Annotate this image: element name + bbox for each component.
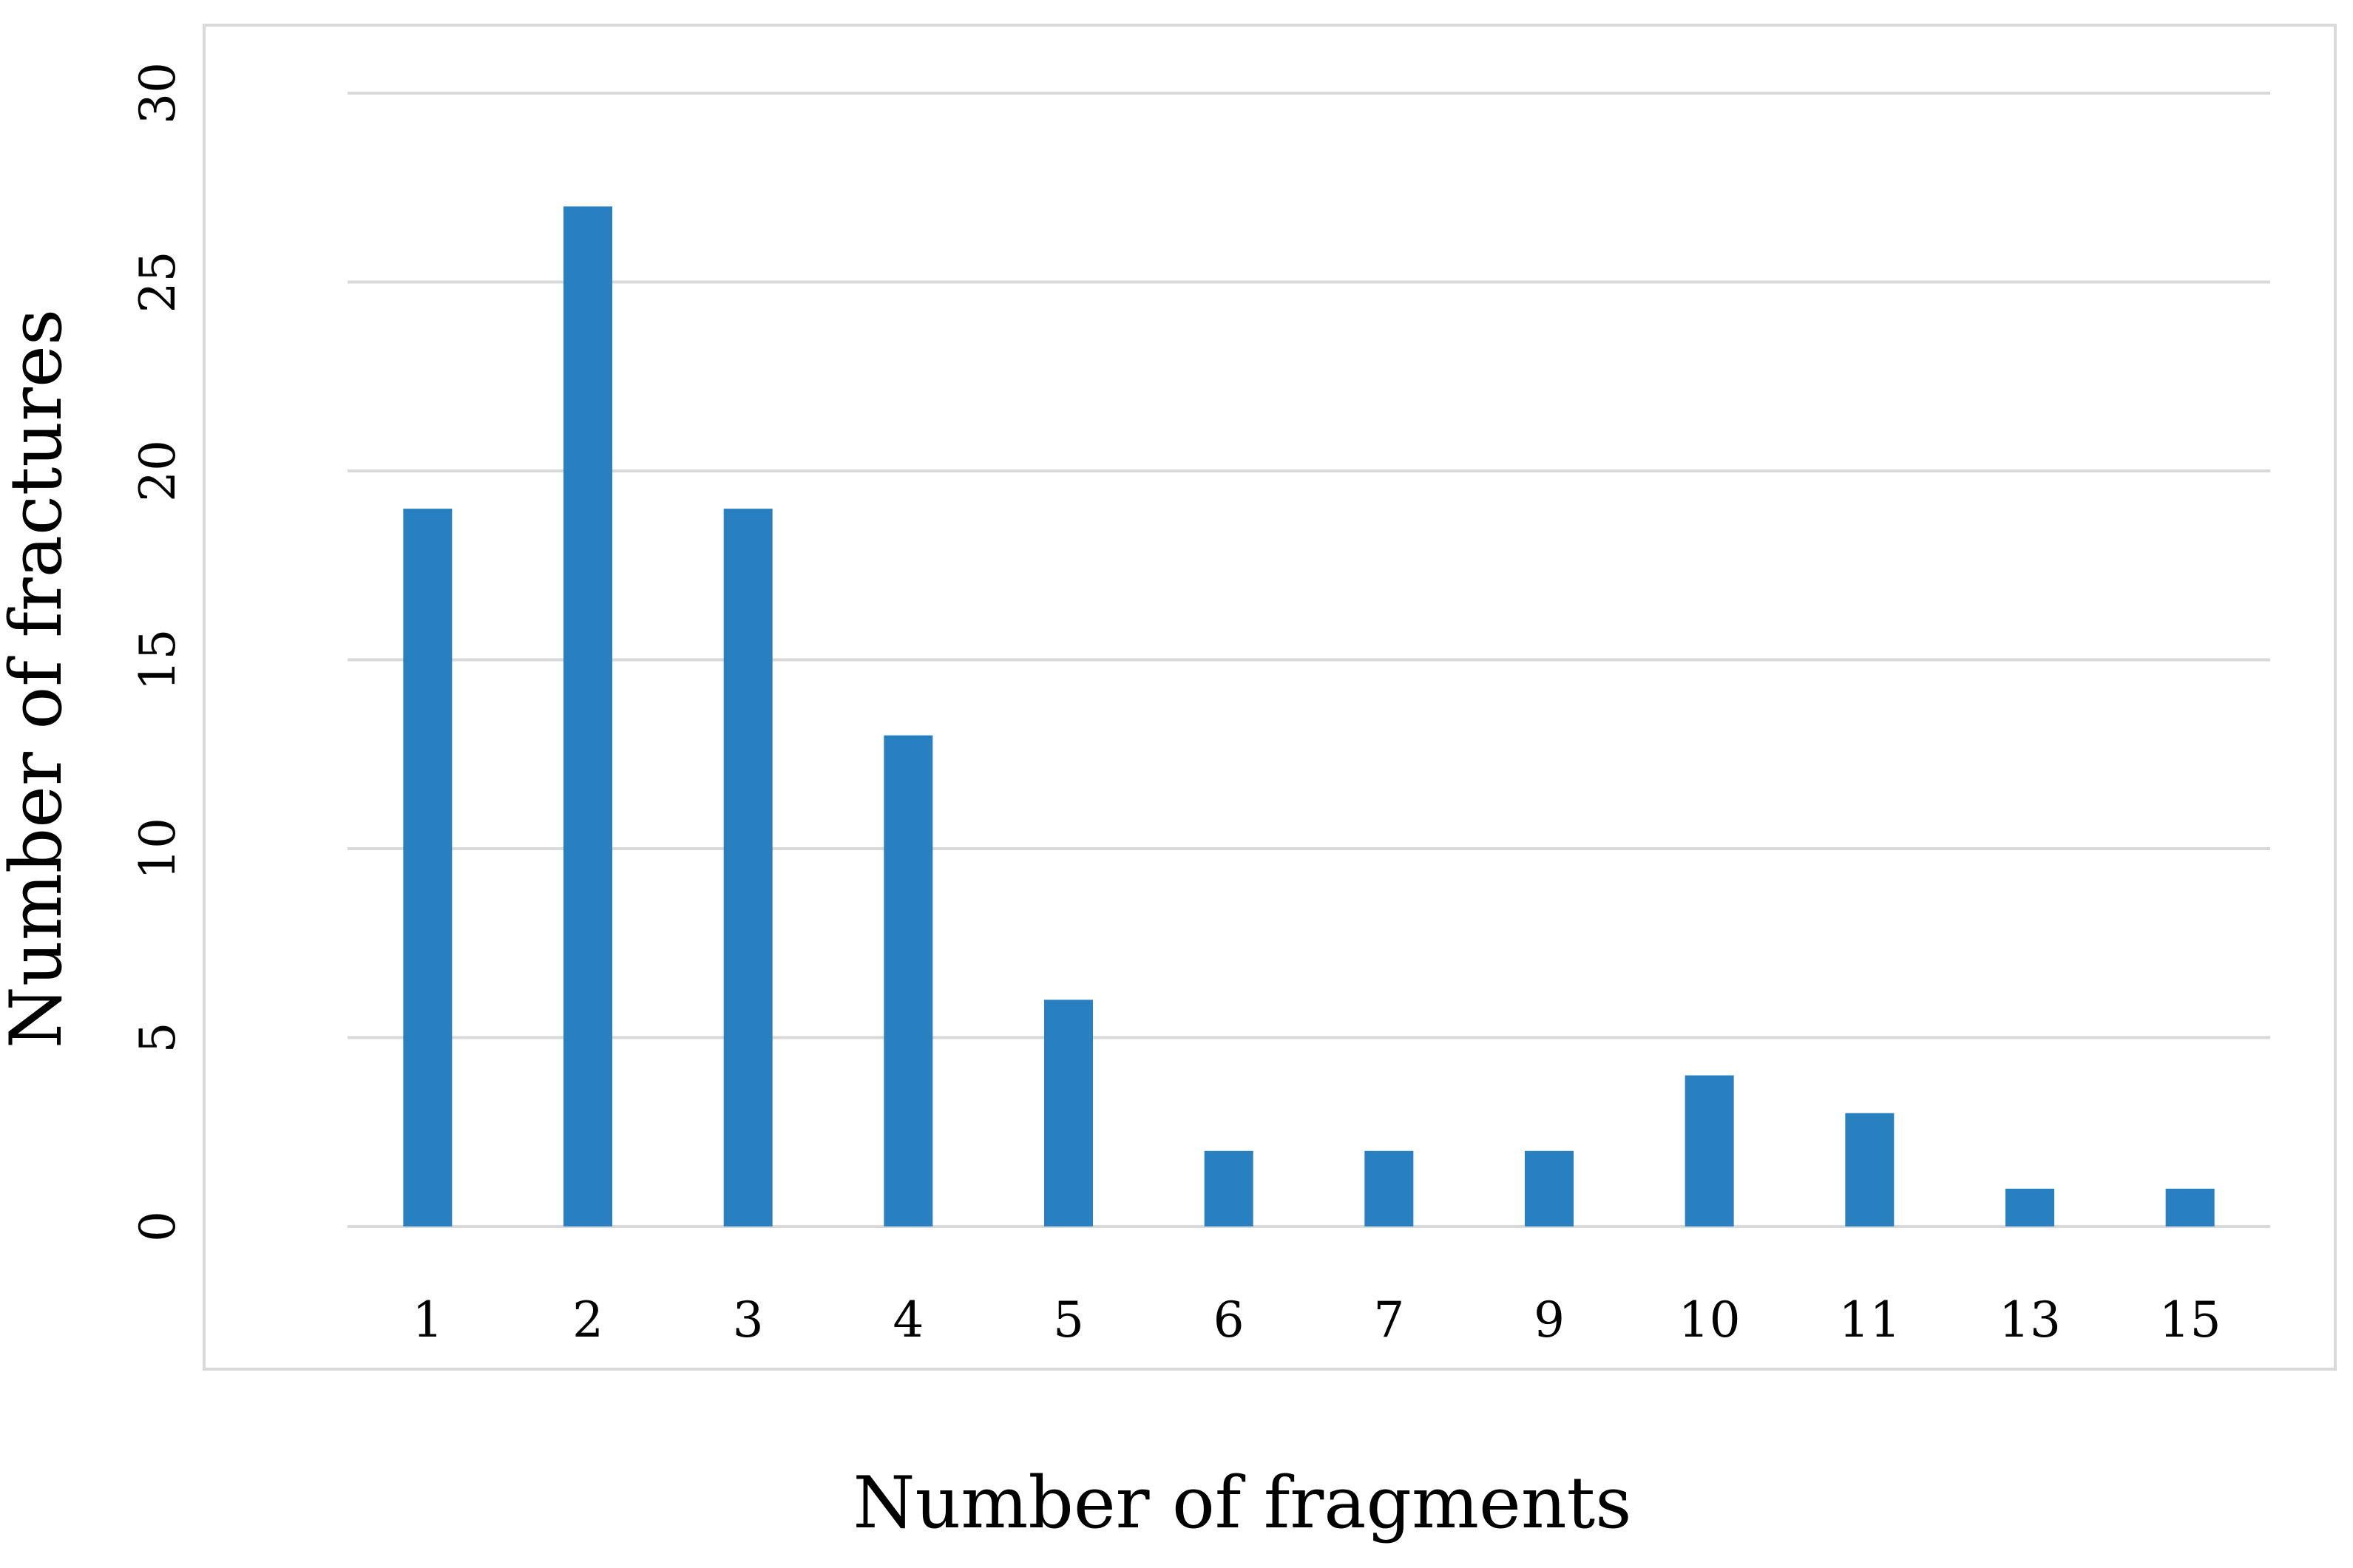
bar-13 xyxy=(2005,1188,2054,1226)
x-tick-label: 10 xyxy=(1679,1292,1741,1348)
y-tick-label: 5 xyxy=(129,1022,186,1053)
x-tick-labels: 1 2 3 4 5 6 7 9 10 11 13 15 xyxy=(412,1292,2221,1348)
y-tick-label: 15 xyxy=(129,629,186,691)
gridlines xyxy=(348,92,2270,1228)
x-tick-label: 5 xyxy=(1053,1292,1084,1348)
bar-5 xyxy=(1044,999,1093,1226)
bar-1 xyxy=(403,509,453,1226)
y-axis-label: Number of fractures xyxy=(0,309,78,1048)
x-tick-label: 15 xyxy=(2159,1292,2221,1348)
x-tick-label: 9 xyxy=(1534,1292,1565,1348)
y-tick-labels: 0 5 10 15 20 25 30 xyxy=(129,62,186,1242)
bar-7 xyxy=(1364,1150,1414,1226)
x-tick-label: 6 xyxy=(1213,1292,1245,1348)
bar-9 xyxy=(1525,1150,1574,1226)
bar-11 xyxy=(1845,1113,1895,1226)
chart-frame xyxy=(203,24,2337,1371)
x-axis-label: Number of fragments xyxy=(853,1462,1632,1544)
bar-2 xyxy=(563,206,612,1226)
bar-3 xyxy=(723,509,773,1226)
y-tick-label: 10 xyxy=(129,818,186,880)
x-tick-label: 11 xyxy=(1838,1292,1900,1348)
y-tick-label: 20 xyxy=(129,440,186,502)
bars xyxy=(403,206,2215,1226)
bar-10 xyxy=(1685,1075,1734,1226)
x-tick-label: 1 xyxy=(412,1292,443,1348)
x-tick-label: 7 xyxy=(1373,1292,1404,1348)
x-tick-label: 3 xyxy=(733,1292,764,1348)
y-tick-label: 0 xyxy=(129,1211,186,1242)
bar-6 xyxy=(1204,1150,1253,1226)
x-tick-label: 2 xyxy=(572,1292,603,1348)
x-tick-label: 13 xyxy=(1999,1292,2061,1348)
bar-15 xyxy=(2165,1188,2215,1226)
y-tick-label: 25 xyxy=(129,251,186,313)
bar-4 xyxy=(884,735,933,1226)
x-tick-label: 4 xyxy=(893,1292,924,1348)
y-tick-label: 30 xyxy=(129,62,186,124)
